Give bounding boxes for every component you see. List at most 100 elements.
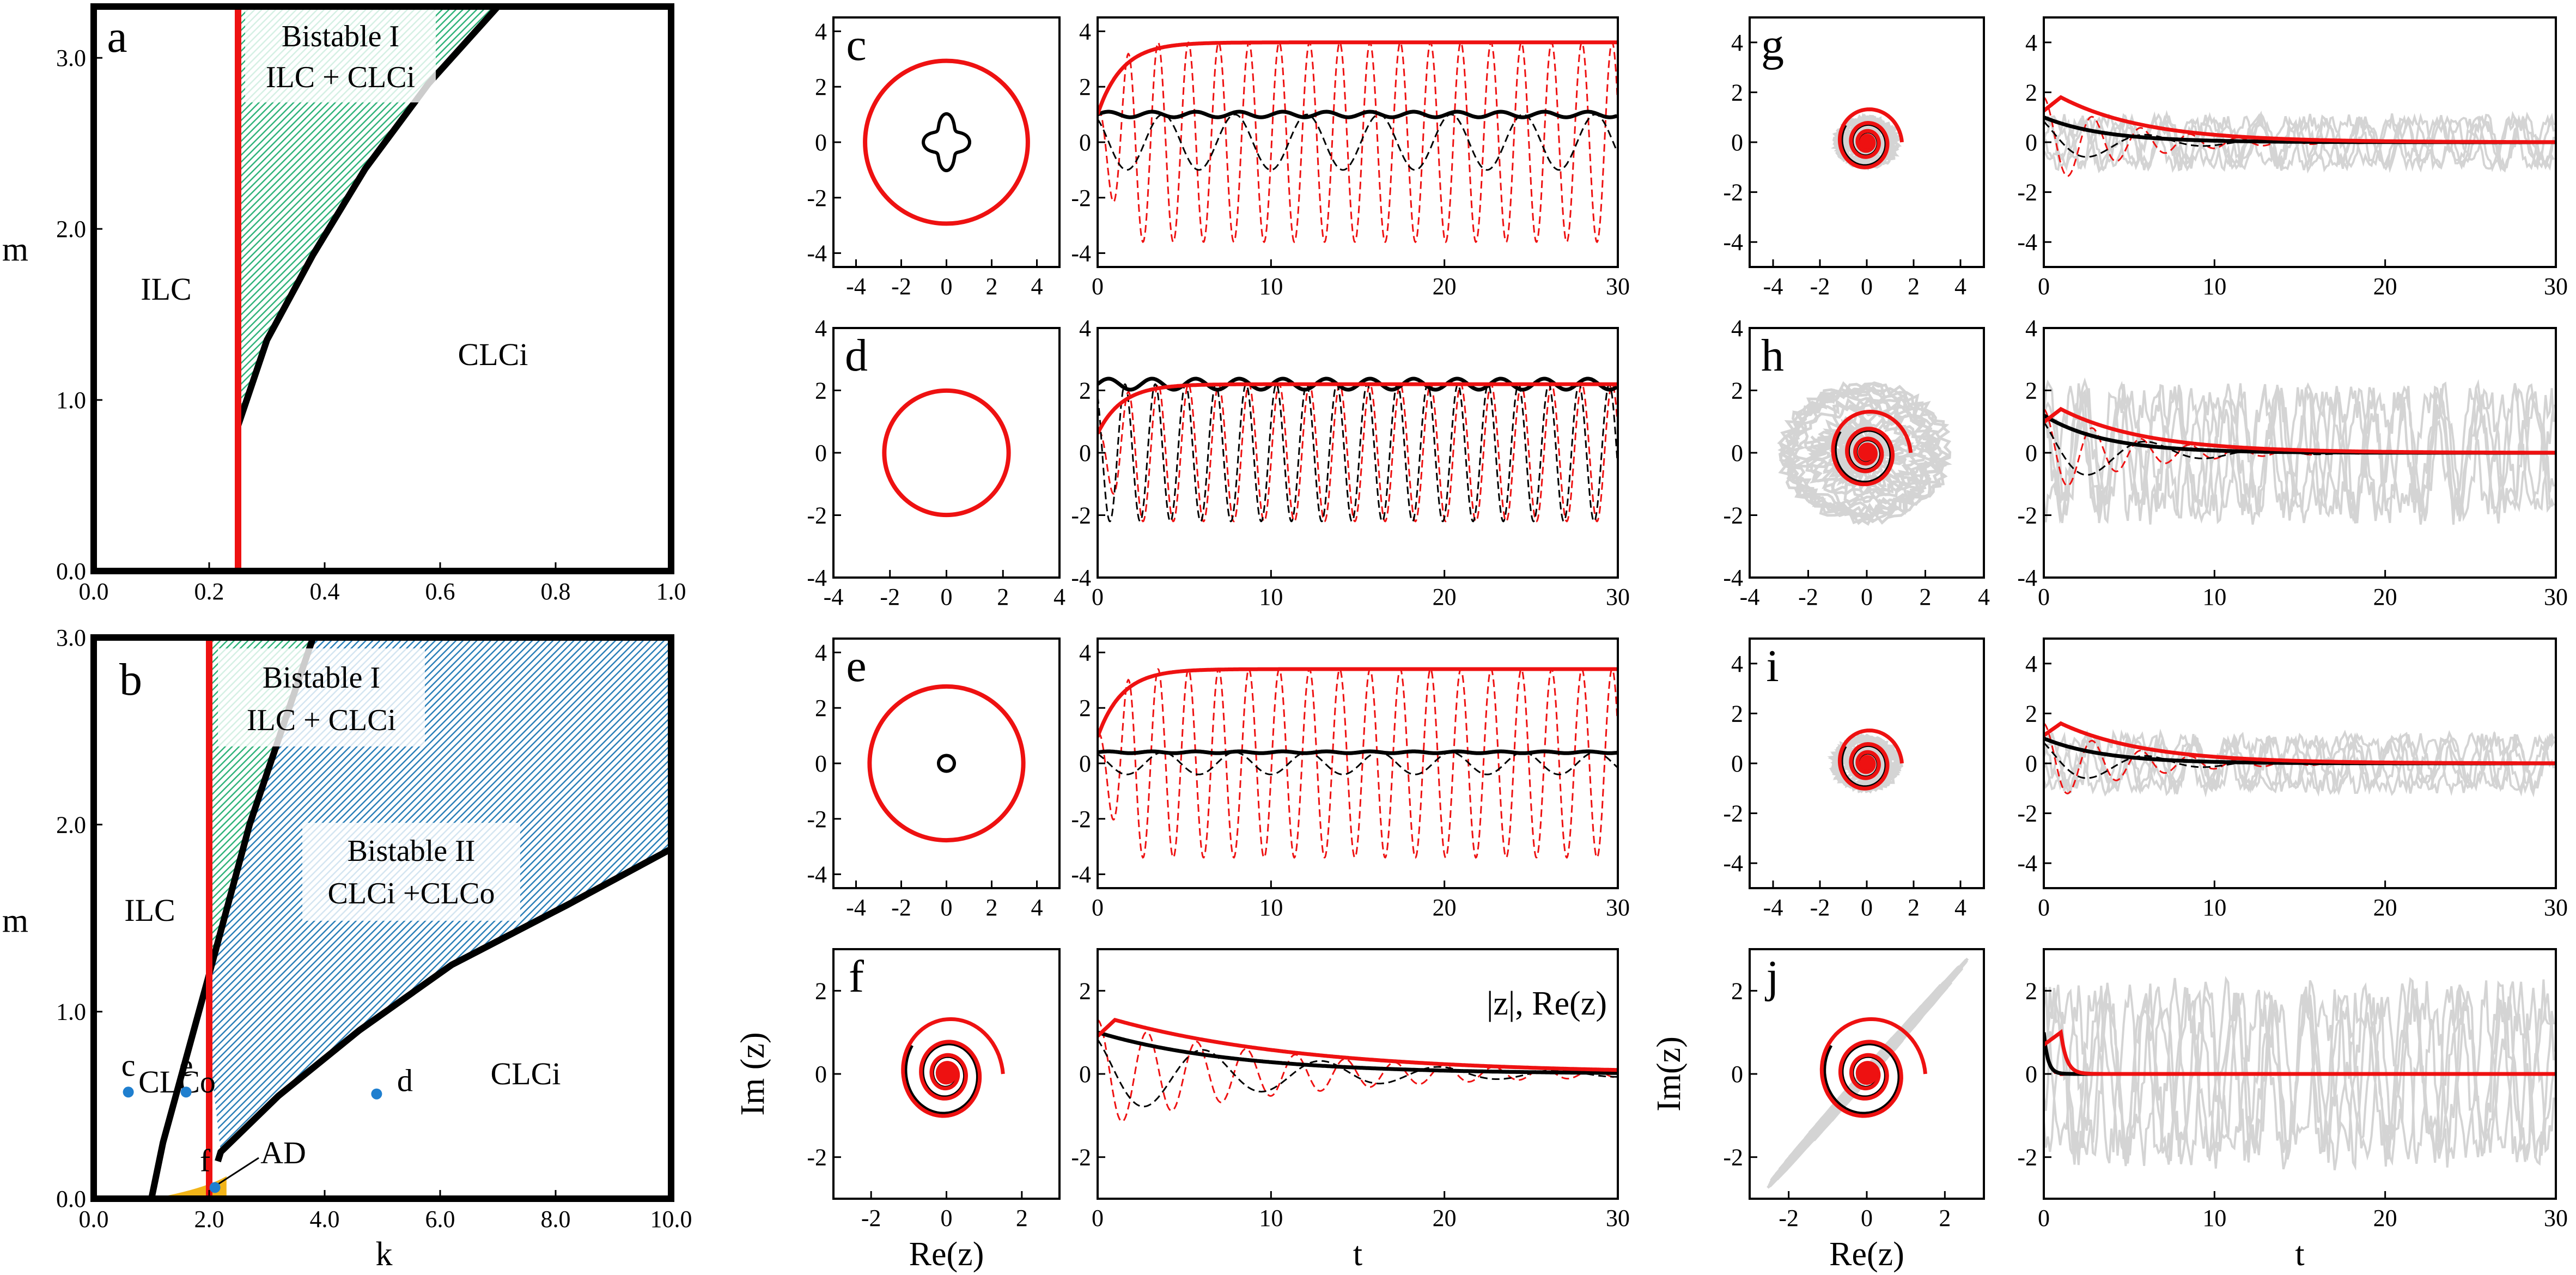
x-tick-label: 20 xyxy=(2373,1205,2397,1231)
parameter-point-f xyxy=(209,1182,221,1193)
y-tick-label: -4 xyxy=(1723,564,1743,591)
y-tick-label: 2 xyxy=(1731,977,1743,1004)
x-tick-label: 1.0 xyxy=(656,578,686,605)
noise-series xyxy=(2044,111,2555,174)
y-tick-label: 4 xyxy=(815,18,827,45)
x-tick-label: 0.6 xyxy=(425,578,455,605)
x-tick-label: -2 xyxy=(1810,273,1830,300)
panel-label: d xyxy=(845,330,868,381)
noise-series xyxy=(2044,381,2555,525)
y-tick-label: -2 xyxy=(1723,502,1743,529)
x-tick-label: 0 xyxy=(1092,894,1104,921)
y-tick-label: -2 xyxy=(807,502,827,529)
y-tick-label: 2 xyxy=(1731,378,1743,404)
y-tick-label: -2 xyxy=(2017,800,2037,827)
y-tick-label: 0 xyxy=(2025,440,2037,466)
limit-cycle-black xyxy=(921,112,971,173)
y-tick-label: 2 xyxy=(2025,977,2037,1004)
y-tick-label: 2 xyxy=(815,695,827,721)
x-tick-label: 30 xyxy=(2544,273,2568,300)
x-tick-label: -2 xyxy=(891,894,911,921)
x-tick-label: 2 xyxy=(1920,584,1932,610)
x-tick-label: -4 xyxy=(1740,584,1760,610)
x-tick-label: -2 xyxy=(861,1205,881,1231)
x-tick-label: 0 xyxy=(941,584,953,610)
y-tick-label: 0 xyxy=(1731,1061,1743,1088)
region-label: AD xyxy=(260,1135,306,1170)
y-tick-label: -2 xyxy=(2017,179,2037,206)
x-tick-label: 4 xyxy=(1978,584,1990,610)
x-tick-label: -2 xyxy=(1798,584,1818,610)
panel-label: h xyxy=(1761,330,1784,381)
y-tick-label: 0 xyxy=(1731,750,1743,777)
region-label: ILC + CLCi xyxy=(266,60,415,94)
time-series-h_t xyxy=(2044,377,2556,525)
series-annotation: |z|, Re(z) xyxy=(1487,985,1607,1022)
y-tick-label: 4 xyxy=(2025,651,2037,677)
x-tick-label: 2 xyxy=(1908,273,1920,300)
x-tick-label: 0 xyxy=(2038,584,2050,610)
y-tick-label: -4 xyxy=(1071,861,1091,888)
y-tick-label: 0 xyxy=(1079,750,1091,777)
y-tick-label: -4 xyxy=(807,564,827,591)
y-tick-label: 4 xyxy=(2025,29,2037,56)
x-tick-label: -2 xyxy=(1810,894,1830,921)
y-tick-label: 3.0 xyxy=(56,624,86,651)
limit-cycle-red xyxy=(882,388,1011,518)
x-tick-label: 0.4 xyxy=(310,578,340,605)
real-part-black xyxy=(1098,751,1618,775)
time-series-frame-c_t xyxy=(1097,16,1619,268)
y-tick-label: 3.0 xyxy=(56,45,86,71)
spiral-core xyxy=(1855,1062,1878,1085)
panel-label: a xyxy=(107,11,127,62)
modulus-black xyxy=(1098,749,1617,755)
y-tick-label: 2.0 xyxy=(56,216,86,242)
x-tick-label: 2 xyxy=(997,584,1009,610)
y-axis-label: m xyxy=(2,231,28,268)
x-axis-label: t xyxy=(1353,1236,1362,1273)
region-label: Bistable II xyxy=(348,834,476,868)
x-tick-label: 0 xyxy=(2038,894,2050,921)
y-tick-label: 2 xyxy=(2025,79,2037,106)
x-tick-label: 4 xyxy=(1954,894,1966,921)
time-series-i_t xyxy=(2044,721,2556,798)
x-tick-label: 0 xyxy=(941,894,953,921)
time-series-e_t xyxy=(1098,667,1618,859)
x-tick-label: 30 xyxy=(2544,584,2568,610)
y-tick-label: 0.0 xyxy=(56,558,86,585)
modulus-red xyxy=(1098,667,1617,738)
modulus-red xyxy=(2044,1029,2555,1076)
bistable-region xyxy=(238,7,498,426)
y-tick-label: 4 xyxy=(1731,651,1743,677)
x-tick-label: 10 xyxy=(1259,273,1283,300)
y-tick-label: 2.0 xyxy=(56,811,86,838)
time-series-j_t xyxy=(2044,976,2556,1171)
region-label: CLCo xyxy=(138,1064,216,1100)
phase-portrait-j xyxy=(1767,957,1969,1189)
y-tick-label: 2 xyxy=(1079,74,1091,100)
x-tick-label: -4 xyxy=(824,584,844,610)
y-tick-label: 2 xyxy=(1079,695,1091,721)
x-tick-label: 4 xyxy=(1954,273,1966,300)
region-label: Bistable I xyxy=(263,661,380,695)
spiral-core xyxy=(1860,135,1874,149)
region-label: ILC xyxy=(141,271,191,307)
phase-portrait-i xyxy=(1827,728,1904,794)
x-tick-label: 0 xyxy=(1092,584,1104,610)
x-tick-label: 30 xyxy=(1606,1205,1630,1231)
x-tick-label: 4 xyxy=(1053,584,1065,610)
phase-boundary-black xyxy=(215,846,673,1163)
panel-a-frame xyxy=(90,3,674,574)
y-tick-label: -2 xyxy=(1071,806,1091,833)
x-tick-label: 2 xyxy=(1016,1205,1028,1231)
x-tick-label: 30 xyxy=(1606,273,1630,300)
parameter-point-label: f xyxy=(200,1143,211,1178)
parameter-point-label: e xyxy=(179,1047,193,1083)
panel-label: g xyxy=(1761,20,1784,70)
noise-series xyxy=(2044,729,2555,797)
y-tick-label: 2 xyxy=(815,378,827,404)
x-tick-label: 20 xyxy=(1433,273,1457,300)
region-label: ILC xyxy=(124,892,175,928)
y-tick-label: 4 xyxy=(1079,639,1091,666)
